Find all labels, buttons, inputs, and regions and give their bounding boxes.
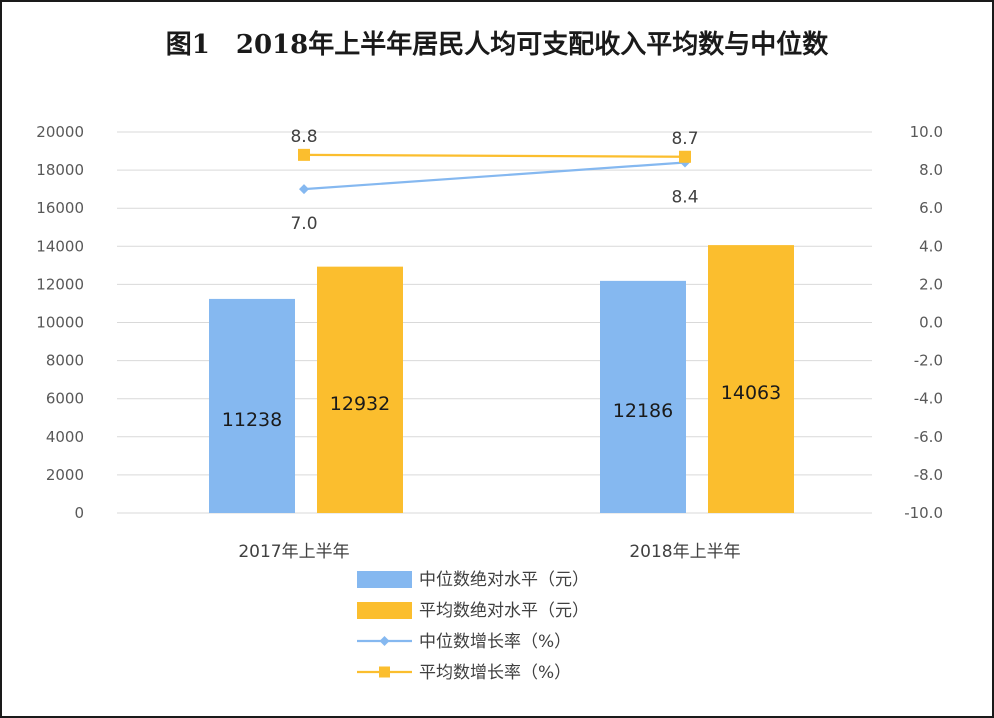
legend-label: 平均数增长率（%） <box>419 663 571 683</box>
line-data-label: 7.0 <box>290 214 317 234</box>
chart-title: 图1 2018年上半年居民人均可支配收入平均数与中位数 <box>165 30 829 60</box>
bar <box>209 298 295 513</box>
line-data-label: 8.7 <box>671 129 698 149</box>
line-marker-square <box>298 148 310 161</box>
x-category-label: 2017年上半年 <box>238 542 349 562</box>
y-left-tick-label: 20000 <box>36 123 84 141</box>
legend-marker-square <box>379 666 390 678</box>
y-left-tick-label: 16000 <box>36 199 84 217</box>
legend-label: 中位数增长率（%） <box>419 632 571 652</box>
y-right-tick-label: -4.0 <box>914 390 943 408</box>
bar-data-label: 11238 <box>222 409 282 431</box>
legend-marker-diamond <box>379 636 390 646</box>
bar <box>708 245 794 513</box>
legend-label: 中位数绝对水平（元） <box>419 570 589 590</box>
legend-swatch-bar <box>357 602 412 619</box>
y-right-tick-label: 10.0 <box>910 123 943 141</box>
bar-data-label: 12932 <box>330 393 390 415</box>
y-right-tick-label: -2.0 <box>914 352 943 370</box>
y-right-tick-label: 2.0 <box>919 275 943 293</box>
bar <box>600 280 686 513</box>
x-category-label: 2018年上半年 <box>629 542 740 562</box>
line-marker-square <box>679 150 691 163</box>
y-right-tick-label: 0.0 <box>919 314 943 332</box>
y-right-tick-label: -10.0 <box>904 504 943 522</box>
bar-data-label: 12186 <box>613 400 673 422</box>
y-left-tick-label: 2000 <box>46 466 84 484</box>
y-left-tick-label: 18000 <box>36 161 84 179</box>
line-marker-diamond <box>299 184 309 195</box>
y-left-tick-label: 10000 <box>36 314 84 332</box>
y-right-tick-label: 6.0 <box>919 199 943 217</box>
y-left-tick-label: 14000 <box>36 237 84 255</box>
y-left-tick-label: 12000 <box>36 275 84 293</box>
y-right-tick-label: 4.0 <box>919 237 943 255</box>
y-right-tick-label: -6.0 <box>914 428 943 446</box>
y-left-tick-label: 0 <box>74 504 84 522</box>
line-data-label: 8.4 <box>671 187 698 207</box>
bar <box>317 266 403 513</box>
y-right-tick-label: 8.0 <box>919 161 943 179</box>
y-left-tick-label: 8000 <box>46 352 84 370</box>
y-left-tick-label: 6000 <box>46 390 84 408</box>
series-line <box>303 153 686 158</box>
y-right-tick-label: -8.0 <box>914 466 943 484</box>
y-left-tick-label: 4000 <box>46 428 84 446</box>
line-data-label: 8.8 <box>290 127 317 147</box>
bar-data-label: 14063 <box>721 382 781 404</box>
series-line <box>303 161 686 191</box>
legend-swatch-bar <box>357 571 412 588</box>
legend-label: 平均数绝对水平（元） <box>419 601 589 621</box>
